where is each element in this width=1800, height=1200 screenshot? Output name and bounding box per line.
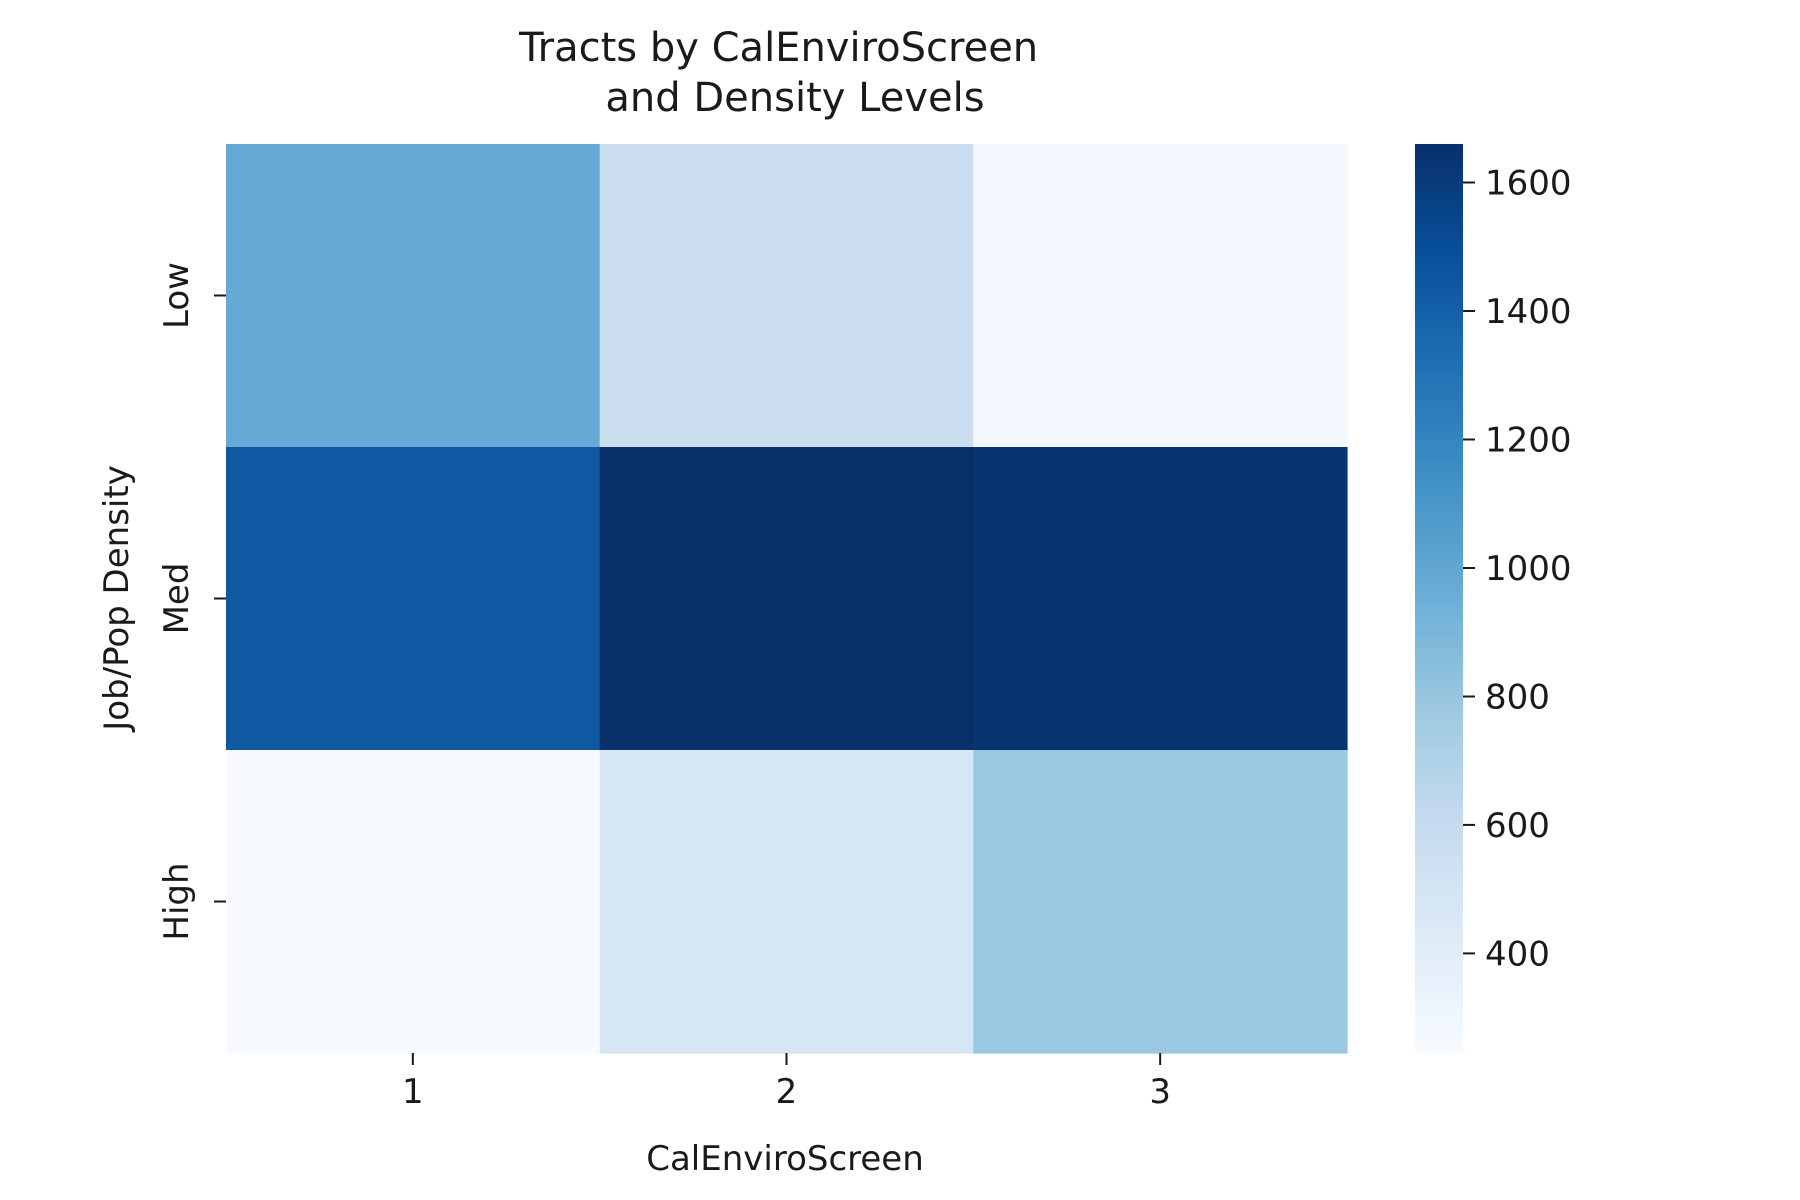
heatmap-cells	[226, 144, 1348, 1054]
heatmap-cell-low-3	[973, 144, 1348, 448]
x-tick-label: 2	[776, 1072, 798, 1112]
colorbar	[1415, 144, 1463, 1053]
heatmap-cell-high-3	[973, 750, 1348, 1054]
colorbar-tick-label: 1200	[1485, 421, 1572, 461]
x-tick-label: 3	[1149, 1072, 1171, 1112]
colorbar-tick-label: 600	[1485, 806, 1550, 846]
heatmap-cell-med-2	[599, 447, 974, 751]
heatmap-cell-high-2	[599, 750, 974, 1054]
heatmap-cell-high-1	[226, 750, 601, 1054]
chart-title-line-1: Tracts by CalEnviroScreen	[518, 25, 1038, 71]
heatmap-cell-low-1	[226, 144, 601, 448]
x-tick-label: 1	[402, 1072, 424, 1112]
y-tick-label: Med	[157, 563, 197, 635]
colorbar-tick-label: 1600	[1485, 164, 1572, 204]
heatmap-cell-low-2	[599, 144, 974, 448]
heatmap-cell-med-3	[973, 447, 1348, 751]
colorbar-ticks: 400 600 800 1000 1200 1400 1600	[1463, 164, 1572, 974]
x-axis-ticks: 1 2 3	[402, 1053, 1171, 1112]
y-axis-label: Job/Pop Density	[97, 465, 137, 733]
x-axis-label: CalEnviroScreen	[646, 1139, 924, 1179]
colorbar-tick-label: 1000	[1485, 549, 1572, 589]
colorbar-tick-label: 400	[1485, 934, 1550, 974]
y-tick-label: High	[157, 862, 197, 940]
colorbar-tick-label: 1400	[1485, 292, 1572, 332]
colorbar-tick-label: 800	[1485, 678, 1550, 718]
chart-title-line-2: and Density Levels	[605, 75, 984, 121]
chart-title: Tracts by CalEnviroScreen and Density Le…	[518, 25, 1051, 121]
y-tick-label: Low	[157, 262, 197, 329]
heatmap-cell-med-1	[226, 447, 601, 751]
y-axis-ticks: Low Med High	[157, 262, 226, 941]
